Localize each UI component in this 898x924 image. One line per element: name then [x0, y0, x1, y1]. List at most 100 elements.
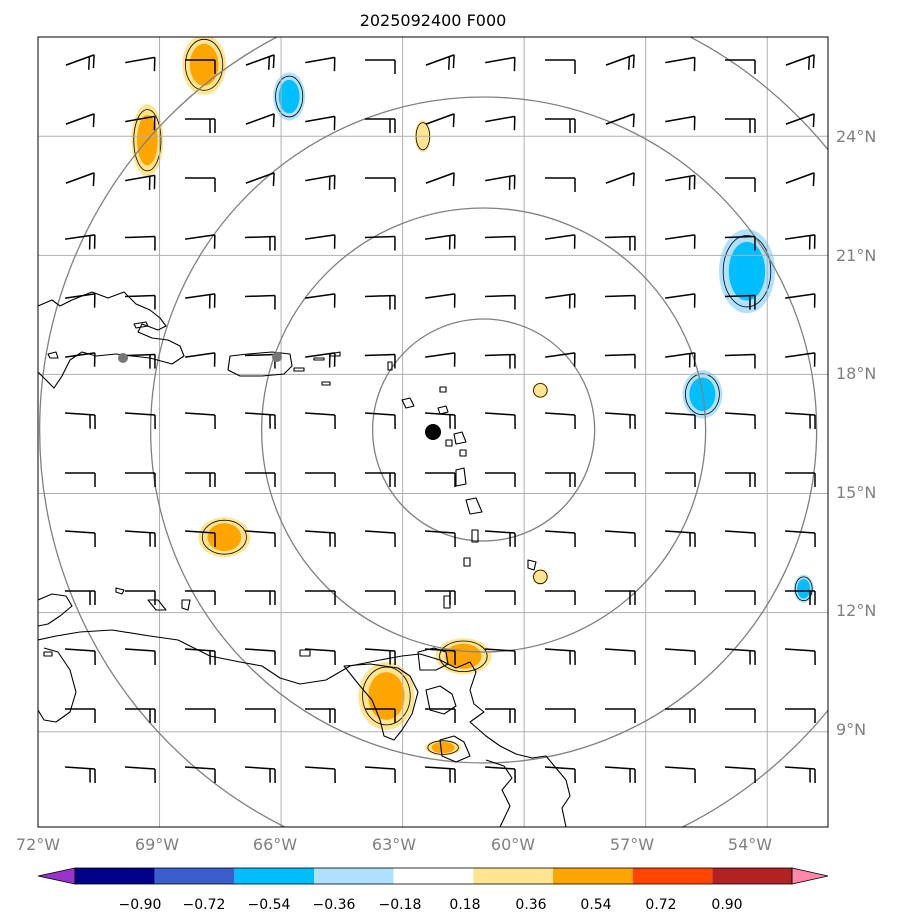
- colorbar-level-label: 0.36: [515, 897, 546, 913]
- wind-barb: [65, 472, 96, 487]
- colorbar-level-label: −0.90: [119, 897, 162, 913]
- wind-barb: [784, 530, 816, 548]
- south-america-interior: [439, 735, 471, 763]
- wind-barb: [725, 59, 756, 74]
- wind-barb: [305, 115, 336, 131]
- lon-tick-label: 63°W: [372, 835, 416, 854]
- wind-barb: [545, 708, 576, 723]
- colorbar-level-label: −0.72: [183, 897, 226, 913]
- wind-barb: [304, 412, 336, 430]
- islet: [47, 351, 59, 359]
- wind-barb: [724, 412, 756, 430]
- wind-barb: [185, 708, 216, 723]
- colorbar: [37, 867, 829, 885]
- wind-barb: [425, 234, 456, 250]
- wind-barb: [724, 648, 756, 666]
- colorbar-extend-low: [37, 867, 76, 885]
- contour-line: [275, 75, 304, 118]
- islet: [455, 467, 467, 487]
- wind-barb: [185, 352, 216, 367]
- wind-barb: [725, 177, 756, 192]
- lat-tick-label: 9°N: [836, 720, 866, 739]
- islet: [463, 557, 471, 567]
- wind-barb: [484, 648, 516, 666]
- wind-barb: [185, 177, 216, 192]
- wind-barb: [244, 530, 276, 548]
- wind-barb: [425, 293, 456, 308]
- wind-barb: [65, 234, 96, 250]
- wind-barb: [724, 530, 756, 548]
- shaded-contour-inner: [797, 579, 811, 599]
- wind-barb: [304, 766, 336, 784]
- colorbar-swatch: [553, 868, 633, 884]
- wind-barb: [725, 708, 756, 723]
- wind-barb: [484, 530, 516, 548]
- wind-barb: [64, 530, 96, 548]
- colorbar-swatch: [234, 868, 314, 884]
- wind-barb: [124, 235, 156, 251]
- wind-barb: [425, 172, 455, 187]
- wind-barb: [365, 118, 396, 133]
- islet: [401, 397, 415, 409]
- wind-barb: [484, 294, 516, 310]
- wind-barb: [125, 472, 156, 487]
- wind-barb: [425, 708, 456, 723]
- wind-barb: [125, 708, 156, 723]
- colorbar-level-label: 0.72: [645, 897, 676, 913]
- wind-barb: [184, 530, 216, 548]
- wind-barb: [305, 293, 336, 308]
- wind-barb: [544, 766, 576, 784]
- colorbar-level-label: 0.54: [580, 897, 611, 913]
- wind-barb: [65, 54, 95, 70]
- lat-tick-label: 12°N: [836, 601, 876, 620]
- shaded-contour-inner: [207, 523, 242, 552]
- wind-barb: [485, 115, 516, 131]
- islet: [299, 649, 311, 657]
- coastlines: [38, 291, 571, 827]
- colorbar-level-label: 0.18: [449, 897, 480, 913]
- wind-barb: [245, 113, 275, 128]
- wind-barb: [184, 766, 216, 784]
- wind-barb: [665, 590, 696, 605]
- wind-barb: [65, 352, 96, 367]
- wind-barb: [605, 54, 635, 70]
- wind-barb: [244, 235, 276, 251]
- wind-barb: [364, 766, 396, 784]
- shaded-contour-outer: [532, 568, 549, 585]
- wind-barb: [185, 472, 216, 487]
- wind-barb: [784, 648, 816, 666]
- wind-barb: [425, 472, 456, 487]
- wind-barb: [545, 59, 576, 74]
- contour-line: [685, 373, 720, 416]
- wind-barb: [305, 56, 336, 72]
- wind-barb: [124, 766, 156, 784]
- lake-maracaibo: [38, 647, 77, 723]
- wind-barb: [485, 56, 516, 72]
- range-ring: [149, 96, 818, 764]
- wind-barb: [185, 59, 216, 74]
- wind-barb: [364, 353, 396, 369]
- colorbar-swatch: [473, 868, 553, 884]
- lat-tick-label: 18°N: [836, 364, 876, 383]
- colorbar-frame: [74, 867, 793, 885]
- wind-barb: [365, 59, 396, 74]
- wind-barb: [245, 54, 275, 70]
- wind-barb: [124, 648, 156, 666]
- lon-tick-label: 72°W: [16, 835, 60, 854]
- islet: [459, 449, 467, 457]
- colorbar-swatch: [314, 868, 394, 884]
- wind-barb: [424, 412, 456, 430]
- wind-barb: [604, 648, 636, 666]
- contour-line: [533, 383, 548, 398]
- wind-barb: [184, 412, 216, 430]
- wind-barb: [424, 530, 456, 548]
- wind-barb: [785, 54, 815, 70]
- wind-barb: [125, 56, 156, 72]
- colorbar-labels: −0.90 −0.72 −0.54 −0.36 −0.18 0.18 0.36 …: [119, 897, 743, 913]
- wind-barb: [664, 530, 696, 548]
- islet: [293, 367, 305, 372]
- wind-barb: [425, 54, 455, 70]
- lat-tick-label: 15°N: [836, 483, 876, 502]
- storm-center-marker: [425, 424, 441, 440]
- wind-barb: [425, 113, 455, 128]
